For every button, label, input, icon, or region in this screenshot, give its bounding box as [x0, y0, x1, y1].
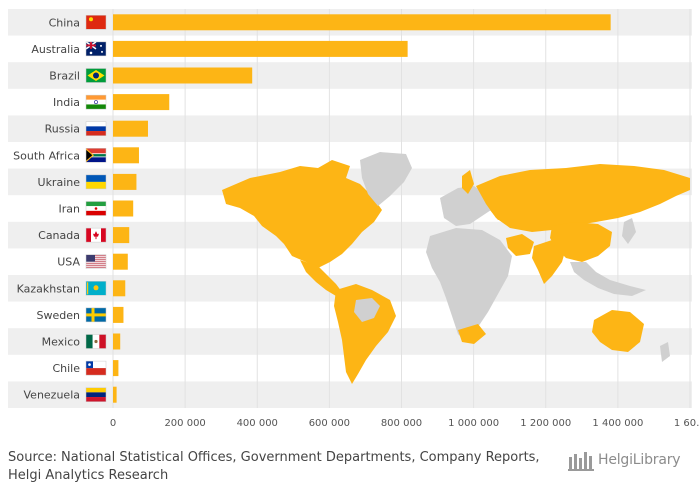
row-band — [8, 115, 692, 142]
category-label: Iran — [59, 203, 81, 216]
category-label: South Africa — [13, 149, 80, 162]
category-label: Australia — [31, 43, 80, 56]
bar-brazil — [113, 67, 253, 84]
bar-canada — [113, 227, 130, 244]
iran-flag-icon — [85, 201, 107, 216]
category-label: Sweden — [37, 309, 80, 322]
x-tick-label: 200 000 — [164, 418, 205, 429]
x-axis-ticks: 0 200 000 400 000 600 000 800 000 1 000 000 1 … — [110, 418, 700, 429]
category-label: India — [53, 96, 80, 109]
x-tick-label: 1 000 000 — [448, 418, 499, 429]
bar-chart: China Australia Brazil India Russia South Afr… — [8, 9, 700, 429]
row-band — [8, 62, 692, 89]
map-north-america — [222, 160, 382, 268]
library-icon — [568, 452, 594, 471]
bar-india — [113, 94, 170, 111]
map-australia — [592, 310, 644, 352]
category-label: Ukraine — [38, 176, 81, 189]
brand-logo: HelgiLibrary — [568, 449, 681, 471]
map-mexico — [300, 260, 342, 296]
brand-name: HelgiLibrary — [598, 452, 681, 468]
venezuela-flag-icon — [85, 387, 107, 402]
bar-usa — [113, 253, 128, 270]
x-tick-label: 600 000 — [309, 418, 350, 429]
bars — [113, 14, 611, 403]
ukraine-flag-icon — [85, 174, 107, 190]
brazil-flag-icon — [85, 68, 107, 83]
flag-icons — [85, 15, 107, 402]
mexico-flag-icon — [85, 334, 107, 349]
bar-chile — [113, 360, 119, 377]
bar-kazakhstan — [113, 280, 126, 297]
map-southeast-asia — [570, 262, 646, 296]
x-tick-label: 1 400 000 — [592, 418, 643, 429]
sweden-flag-icon — [85, 307, 107, 323]
bar-venezuela — [113, 386, 117, 403]
south-africa-flag-icon — [85, 148, 107, 163]
map-greenland — [360, 152, 412, 206]
category-label: Kazakhstan — [17, 282, 80, 295]
category-label: Mexico — [42, 336, 81, 349]
category-label: USA — [57, 256, 80, 269]
russia-flag-icon — [85, 121, 107, 136]
kazakhstan-flag-icon — [85, 281, 107, 296]
map-south-africa — [458, 324, 486, 344]
map-china — [550, 222, 612, 262]
x-tick-label: 400 000 — [237, 418, 278, 429]
category-label: Venezuela — [24, 389, 81, 402]
row-band — [8, 381, 692, 408]
china-flag-icon — [85, 15, 107, 30]
x-tick-label: 0 — [110, 418, 116, 429]
source-note: Source: National Statistical Offices, Gov… — [8, 449, 548, 485]
map-russia — [476, 164, 690, 232]
map-iran — [506, 234, 534, 256]
world-map-background — [222, 152, 690, 384]
bar-russia — [113, 120, 148, 137]
map-europe — [440, 186, 494, 226]
category-label: Chile — [52, 362, 80, 375]
usa-flag-icon — [85, 254, 107, 269]
bar-sweden — [113, 306, 124, 323]
x-tick-label: 1 60… — [674, 418, 700, 429]
map-sweden — [462, 170, 474, 194]
bar-south-africa — [113, 147, 139, 164]
map-india — [532, 240, 566, 284]
chile-flag-icon — [85, 360, 107, 376]
australia-flag-icon — [85, 41, 107, 57]
bar-iran — [113, 200, 134, 217]
map-south-america-grey — [354, 298, 380, 322]
x-tick-label: 1 200 000 — [520, 418, 571, 429]
bar-australia — [113, 40, 408, 57]
category-label: Brazil — [49, 70, 80, 83]
category-labels: China Australia Brazil India Russia South Afr… — [13, 16, 80, 401]
bar-china — [113, 14, 611, 31]
bar-mexico — [113, 333, 121, 350]
category-label: Russia — [45, 123, 80, 136]
source-label: Source: — [8, 450, 58, 465]
bar-ukraine — [113, 173, 137, 190]
map-japan — [622, 218, 636, 244]
canada-flag-icon — [85, 227, 107, 243]
x-tick-label: 800 000 — [381, 418, 422, 429]
category-label: China — [49, 16, 80, 29]
india-flag-icon — [85, 94, 107, 110]
map-africa — [426, 228, 512, 342]
map-new-zealand — [660, 342, 670, 362]
category-label: Canada — [38, 229, 80, 242]
map-south-america — [334, 284, 396, 384]
source-text: National Statistical Offices, Government… — [8, 450, 540, 483]
